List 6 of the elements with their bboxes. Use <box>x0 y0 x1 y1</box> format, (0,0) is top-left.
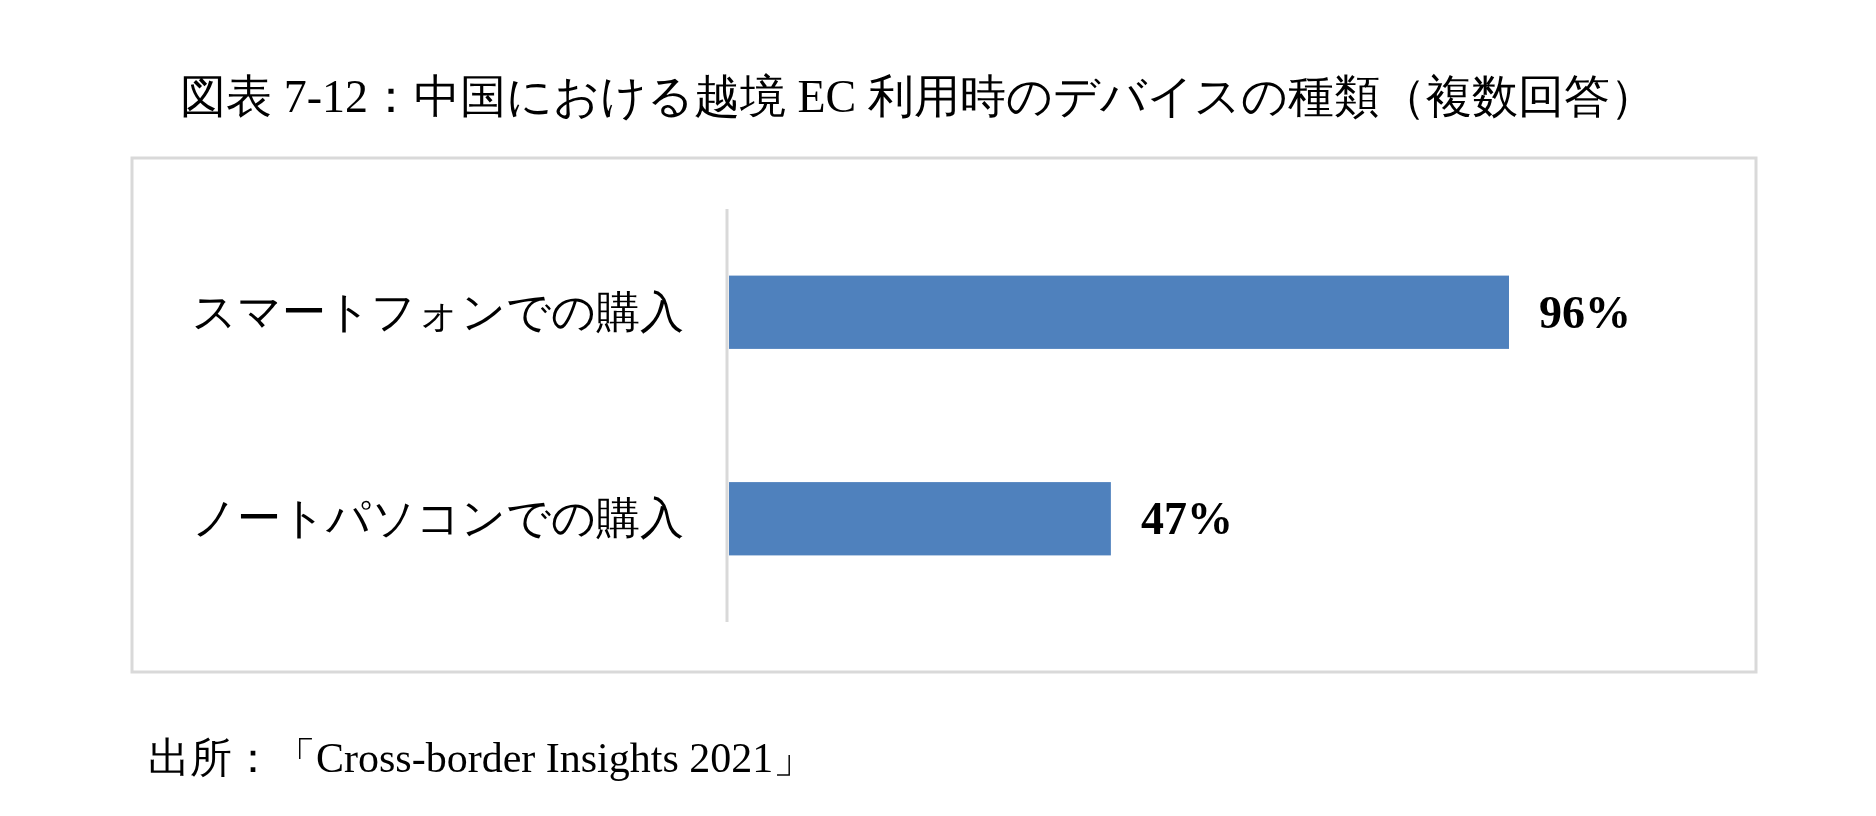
data-label: 47% <box>1140 493 1233 545</box>
y-tick-label: ノートパソコンでの購入 <box>192 494 684 544</box>
data-label: 96% <box>1539 286 1631 338</box>
chart-title: 図表 7-12：中国における越境 EC 利用時のデバイスの種類（複数回答） <box>180 71 1656 122</box>
y-tick-label: スマートフォンでの購入 <box>192 287 684 337</box>
text: 出所：「Cross-border Insights 2021」 <box>148 735 816 781</box>
